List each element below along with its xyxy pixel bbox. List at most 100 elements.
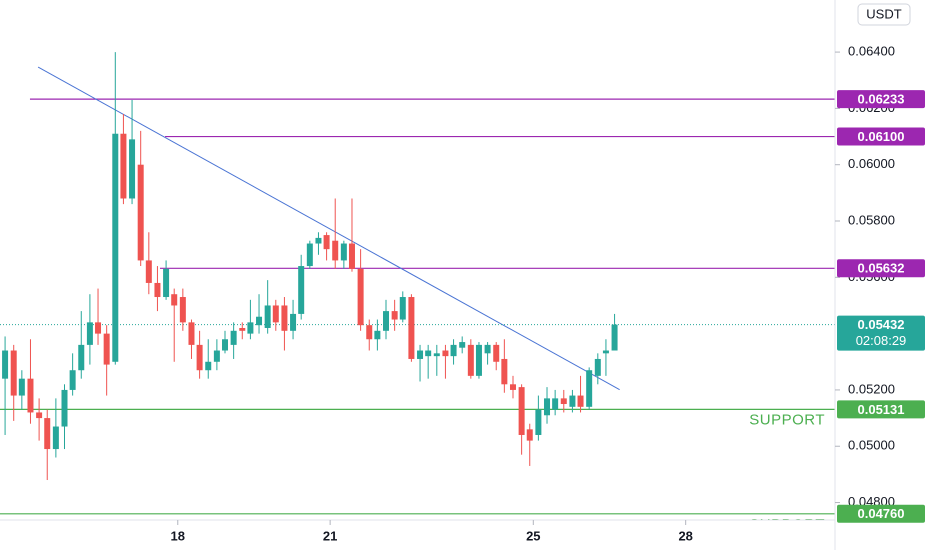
candle-body [95,322,102,334]
trend-line [37,66,620,391]
x-tick-label: 21 [323,528,337,543]
x-tick-label: 28 [678,528,692,543]
x-tick-label: 25 [526,528,540,543]
candle-body [340,243,347,261]
candle-body [154,282,161,298]
candle-body [611,324,618,351]
candle-body [179,297,186,323]
candle-body [594,358,601,376]
candle-body [52,426,59,450]
candle-body [112,133,119,362]
candle-body [408,297,415,359]
candle-body [120,133,127,199]
candle-body [256,316,263,326]
candle-body [205,361,212,371]
y-tick-label: 0.05000 [848,438,895,453]
candle-body [27,378,34,413]
level-text: SUPPORT [749,411,825,428]
candle-body [129,139,136,199]
candle-body [544,398,551,416]
candle-body [602,350,609,354]
level-price-box [837,127,925,146]
candle-body [264,305,271,328]
candle-body [163,268,170,298]
axes: 0.048000.050000.052000.056000.058000.060… [171,44,925,543]
level-price-box [837,504,925,523]
candle-body [399,297,406,320]
candle-body [78,344,85,371]
candle-body [86,322,93,345]
candle-body [239,327,246,331]
candle-body [196,344,203,371]
candle-body [467,344,474,376]
candle-body [103,333,110,365]
level-price-label: 0.06233 [858,92,905,107]
candle-body [18,378,25,396]
y-tick-label: 0.06000 [848,156,895,171]
y-tick-label: 0.05200 [848,381,895,396]
candle-body [459,342,466,348]
candle-body [586,370,593,407]
level-text: SUPPORT [749,516,825,533]
countdown-label: 02:08:29 [856,333,907,348]
candle-body [171,294,178,306]
candle-body [501,358,508,385]
candle-body [518,387,525,435]
candle-body [2,350,9,379]
candle-body [272,305,279,323]
candle-body [145,260,152,283]
candle-body [222,339,229,351]
candle-body [36,412,43,419]
candle-body [450,344,457,357]
candle-body [357,268,364,326]
candle-body [366,325,373,340]
level-price-box [837,259,925,278]
level-price-label: 0.05131 [858,402,905,417]
candle-body [569,395,576,407]
candle-body [188,322,195,345]
candle-body [213,350,220,362]
candle-body [417,350,424,359]
y-tick-label: 0.05800 [848,212,895,227]
candle-body [509,384,516,390]
candle-body [298,266,305,314]
candle-body [10,350,17,396]
last-price-box [837,315,925,351]
y-tick-label: 0.06400 [848,44,895,59]
candle-body [391,311,398,320]
candle-body [433,353,440,357]
currency-box[interactable] [857,3,911,26]
candle-body [425,350,432,357]
last-price-label: 0.05432 [858,317,905,332]
candle-body [383,311,390,331]
candle-body [348,243,355,269]
level-price-label: 0.06100 [858,129,905,144]
level-price-label: 0.05632 [858,261,905,276]
candle-body [493,344,500,362]
candle-body [526,429,533,441]
candle-body [535,409,542,435]
candle-body [552,398,559,410]
candle-body [374,330,381,340]
candle-body [281,305,288,331]
plot-area: SUPPORT SUPPORT [0,52,835,533]
candle-body [332,240,339,261]
candle-body [315,237,322,244]
candle-body [577,395,584,407]
level-price-box [837,400,925,419]
candle-body [69,370,76,390]
currency-label[interactable]: USDT [866,6,901,21]
candle-body [560,398,567,405]
candle-body [475,344,482,376]
candle-body [306,243,313,267]
candle-body [484,344,491,354]
x-tick-label: 18 [171,528,185,543]
candle-body [247,322,254,334]
candle-body [290,313,297,331]
level-price-box [837,90,925,109]
candle-body [44,418,51,450]
candle-body [61,389,68,427]
level-price-label: 0.04760 [858,506,905,521]
candle-body [442,350,449,357]
